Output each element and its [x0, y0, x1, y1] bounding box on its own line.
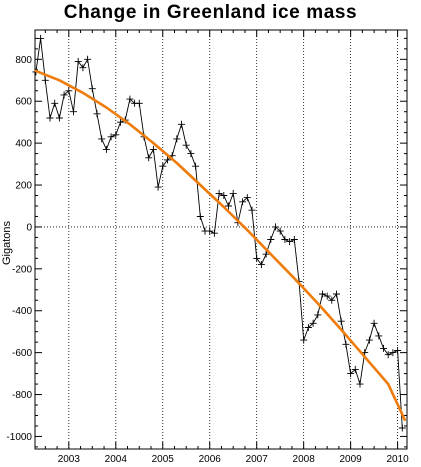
x-tick-label: 2008 — [293, 454, 316, 465]
tick-labels: 2003 2004 2005 2006 2007 2008 2009 2010 800 600 40… — [6, 55, 409, 465]
y-tick-label: -1000 — [6, 432, 32, 443]
data-point-marker — [319, 290, 326, 298]
series-layer — [32, 34, 407, 432]
data-point-marker — [37, 34, 45, 42]
data-point-marker — [365, 336, 373, 344]
data-point-marker — [149, 145, 157, 153]
data-point-marker — [112, 131, 120, 139]
data-point-marker — [389, 349, 397, 357]
axis-ticks — [35, 30, 407, 449]
data-point-marker — [159, 162, 167, 170]
y-tick-label: -200 — [12, 264, 32, 275]
data-point-marker — [46, 114, 54, 122]
data-point-marker — [84, 55, 92, 63]
data-point-marker — [248, 206, 256, 214]
data-point-marker — [314, 311, 322, 319]
data-point-marker — [384, 351, 392, 359]
data-point-marker — [257, 261, 265, 269]
data-point-marker — [215, 189, 223, 197]
data-point-marker — [272, 223, 279, 231]
data-point-marker — [253, 254, 261, 262]
x-tick-label: 2006 — [199, 454, 222, 465]
data-point-marker — [74, 57, 82, 65]
data-point-marker — [182, 141, 190, 149]
plot-frame — [34, 29, 408, 450]
data-point-marker — [342, 340, 350, 348]
y-tick-label: 200 — [15, 181, 32, 192]
data-point-marker — [276, 227, 284, 235]
y-tick-label: 400 — [15, 139, 32, 150]
y-tick-label: 0 — [26, 222, 32, 233]
data-point-marker — [290, 236, 298, 243]
data-point-marker — [328, 296, 336, 304]
data-point-marker — [98, 135, 106, 143]
data-point-marker — [145, 154, 153, 162]
y-axis-title: Gigatons — [1, 220, 13, 265]
data-point-marker — [93, 110, 101, 118]
data-point-marker — [173, 135, 181, 143]
data-point-marker — [304, 324, 312, 331]
data-point-marker — [281, 236, 289, 243]
data-point-marker — [107, 133, 115, 141]
data-point-marker — [337, 317, 345, 325]
trend-line — [34, 69, 407, 422]
data-point-marker — [79, 64, 87, 72]
data-point-marker — [65, 87, 73, 95]
data-point-marker — [229, 189, 237, 197]
x-tick-label: 2003 — [58, 454, 81, 465]
data-point-marker — [375, 332, 383, 340]
data-point-marker — [206, 227, 214, 235]
x-tick-label: 2005 — [152, 454, 175, 465]
data-point-marker — [394, 347, 402, 354]
data-point-marker — [347, 370, 355, 378]
data-point-marker — [225, 202, 232, 210]
data-point-marker — [356, 380, 364, 388]
x-tick-label: 2007 — [246, 454, 269, 465]
data-point-marker — [323, 292, 331, 300]
data-point-marker — [398, 424, 406, 432]
data-point-marker — [380, 344, 387, 352]
data-point-marker — [239, 198, 247, 206]
y-tick-label: 600 — [15, 97, 32, 108]
data-point-marker — [267, 236, 275, 243]
chart-title: Change in Greenland ice mass — [63, 2, 358, 23]
grid-layer — [35, 30, 407, 449]
data-point-marker — [196, 213, 204, 220]
y-tick-label: -600 — [12, 348, 32, 359]
data-point-marker — [154, 183, 162, 191]
data-point-marker — [70, 108, 77, 116]
x-tick-label: 2004 — [105, 454, 128, 465]
data-point-marker — [51, 99, 59, 107]
data-point-marker — [351, 365, 359, 373]
data-point-marker — [164, 156, 171, 164]
data-point-marker — [102, 145, 110, 153]
data-point-marker — [243, 194, 251, 202]
data-point-marker — [370, 319, 378, 327]
y-tick-label: -400 — [12, 306, 32, 317]
data-point-marker — [178, 120, 185, 128]
data-point-marker — [192, 162, 200, 170]
x-tick-label: 2009 — [340, 454, 363, 465]
data-point-marker — [210, 229, 218, 237]
data-point-marker — [126, 95, 134, 103]
data-point-marker — [135, 99, 143, 107]
data-point-marker — [309, 319, 317, 327]
data-point-marker — [60, 91, 68, 99]
plot-border — [34, 29, 408, 450]
data-point-marker — [117, 118, 124, 126]
data-point-marker — [187, 150, 195, 158]
data-point-marker — [41, 76, 49, 84]
data-point-marker — [220, 192, 228, 199]
data-point-marker — [286, 238, 294, 246]
data-point-marker — [300, 336, 308, 344]
data-point-marker — [333, 290, 340, 298]
data-point-marker — [55, 114, 63, 122]
y-tick-label: 800 — [15, 55, 32, 66]
data-point-marker — [262, 250, 270, 258]
data-point-marker — [88, 85, 96, 93]
x-tick-label: 2010 — [386, 454, 409, 465]
y-tick-label: -800 — [12, 390, 32, 401]
